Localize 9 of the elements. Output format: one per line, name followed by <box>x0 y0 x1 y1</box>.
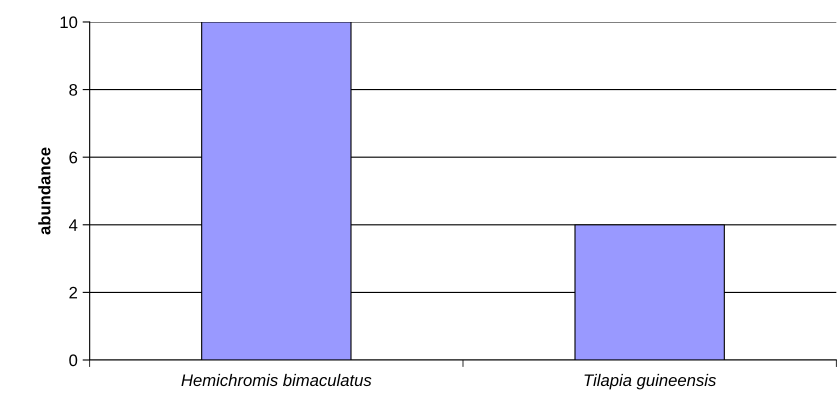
y-axis-title: abundance <box>38 148 50 234</box>
y-tick-label: 10 <box>60 16 78 28</box>
y-tick-label: 0 <box>69 354 78 366</box>
y-tick-label: 4 <box>68 219 78 231</box>
y-tick-label: 6 <box>69 152 78 164</box>
x-tick-label: Tilapia guineensis <box>584 374 716 390</box>
x-tick-label: Hemichromis bimaculatus <box>181 374 372 386</box>
y-tick-label: 8 <box>69 84 78 96</box>
y-tick-label: 2 <box>69 286 78 298</box>
